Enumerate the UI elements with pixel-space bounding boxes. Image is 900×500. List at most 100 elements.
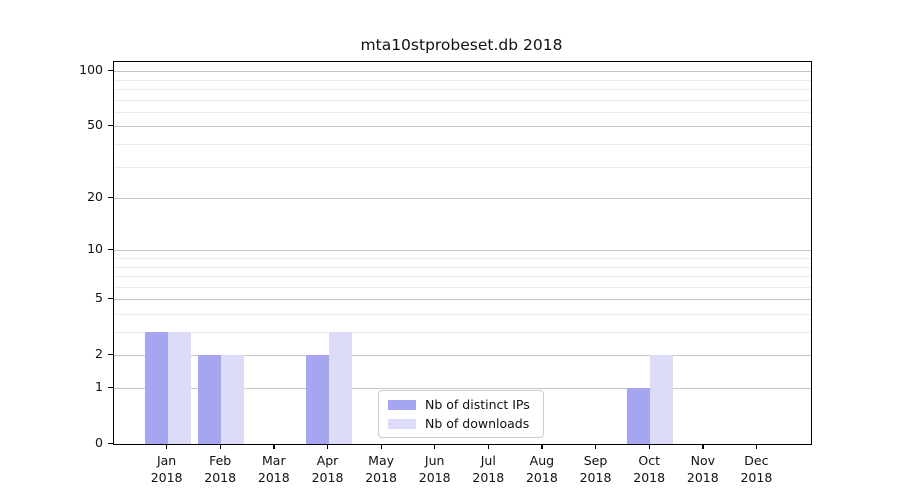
y-tick-mark: [108, 196, 113, 198]
legend-swatch-distinct-ips: [388, 399, 416, 410]
x-tick-month: Oct: [638, 453, 660, 468]
x-tick-year: 2018: [579, 470, 612, 485]
minor-gridline: [114, 313, 811, 315]
x-tick-label: Feb 2018: [188, 452, 252, 486]
y-tick-label: 100: [79, 62, 103, 78]
x-tick-month: Mar: [262, 453, 286, 468]
y-tick-label: 50: [87, 117, 103, 133]
minor-gridline: [114, 257, 811, 259]
minor-gridline: [114, 111, 811, 113]
x-tick-year: 2018: [472, 470, 505, 485]
x-tick-month: Jul: [480, 453, 496, 468]
major-gridline: [114, 355, 811, 357]
x-tick-year: 2018: [740, 470, 773, 485]
bar-downloads-feb: [221, 355, 245, 444]
legend-entry-downloads: Nb of downloads: [388, 416, 535, 431]
x-tick-label: Nov 2018: [671, 452, 735, 486]
bar-distinct-ips-apr: [305, 355, 329, 444]
x-tick-label: May 2018: [349, 452, 413, 486]
y-tick-mark: [108, 353, 113, 355]
y-tick-label: 0: [95, 435, 103, 450]
x-tick-month: Dec: [744, 453, 769, 468]
x-tick-month: Jan: [156, 453, 177, 468]
x-tick-label: Aug 2018: [510, 452, 574, 486]
y-tick-label: 1: [95, 379, 103, 394]
x-tick-label: Mar 2018: [242, 452, 306, 486]
x-tick-year: 2018: [204, 470, 237, 485]
x-tick-label: Apr 2018: [296, 452, 360, 486]
x-tick-year: 2018: [311, 470, 344, 485]
major-gridline: [114, 299, 811, 301]
x-tick-mark: [595, 444, 597, 450]
major-gridline: [114, 71, 811, 73]
x-tick-mark: [219, 444, 221, 450]
major-gridline: [114, 250, 811, 252]
x-tick-label: Dec 2018: [724, 452, 788, 486]
y-tick-mark: [108, 69, 113, 71]
x-tick-mark: [702, 444, 704, 450]
x-tick-label: Sep 2018: [564, 452, 628, 486]
bar-downloads-oct: [650, 355, 674, 444]
y-tick-label: 2: [95, 346, 103, 362]
y-tick-mark: [108, 386, 113, 388]
x-tick-mark: [755, 444, 758, 450]
x-tick-label: Jan 2018: [135, 452, 199, 486]
major-gridline: [114, 388, 811, 389]
x-tick-year: 2018: [686, 470, 719, 485]
x-tick-month: Jun: [424, 453, 445, 468]
minor-gridline: [114, 99, 811, 101]
y-tick-mark: [108, 124, 113, 127]
bar-distinct-ips-feb: [198, 355, 222, 444]
x-tick-month: Aug: [529, 453, 555, 468]
x-tick-year: 2018: [633, 470, 666, 485]
x-tick-year: 2018: [257, 470, 290, 485]
minor-gridline: [114, 88, 811, 90]
x-tick-mark: [434, 444, 436, 450]
x-tick-month: Nov: [690, 453, 715, 468]
x-tick-label: Jun 2018: [403, 452, 467, 486]
x-tick-month: May: [368, 453, 395, 468]
major-gridline: [114, 126, 811, 128]
legend-entry-distinct-ips: Nb of distinct IPs: [388, 397, 535, 412]
x-tick-mark: [541, 444, 543, 450]
x-tick-label: Jul 2018: [456, 452, 520, 486]
x-tick-mark: [648, 444, 650, 450]
x-tick-mark: [487, 444, 490, 450]
minor-gridline: [114, 286, 811, 288]
minor-gridline: [114, 266, 811, 268]
y-tick-label: 5: [95, 290, 103, 306]
minor-gridline: [114, 332, 811, 333]
x-tick-label: Oct 2018: [617, 452, 681, 486]
bar-distinct-ips-jan: [144, 332, 168, 444]
x-tick-month: Sep: [583, 453, 608, 468]
bar-downloads-jan: [167, 332, 191, 444]
minor-gridline: [114, 166, 811, 168]
x-tick-mark: [327, 444, 329, 450]
chart-title: mta10stprobeset.db 2018: [360, 36, 563, 54]
minor-gridline: [114, 276, 811, 277]
x-tick-month: Feb: [209, 453, 232, 468]
y-tick-mark: [108, 297, 113, 299]
x-tick-year: 2018: [365, 470, 397, 485]
minor-gridline: [114, 79, 811, 81]
legend: Nb of distinct IPs Nb of downloads: [378, 390, 544, 438]
y-tick-mark: [108, 248, 113, 250]
legend-label-distinct-ips: Nb of distinct IPs: [425, 397, 530, 412]
plot-area: [113, 61, 812, 445]
x-tick-year: 2018: [525, 470, 558, 485]
x-tick-mark: [273, 444, 275, 450]
major-gridline: [114, 198, 811, 199]
legend-swatch-downloads: [388, 418, 416, 429]
x-tick-year: 2018: [418, 470, 451, 485]
y-tick-mark: [108, 442, 113, 444]
x-tick-month: Apr: [316, 453, 339, 468]
bar-downloads-apr: [328, 332, 352, 444]
legend-label-downloads: Nb of downloads: [425, 416, 530, 431]
x-tick-year: 2018: [150, 470, 183, 485]
minor-gridline: [114, 143, 811, 145]
x-tick-mark: [380, 444, 382, 450]
y-tick-label: 10: [87, 241, 103, 257]
x-tick-mark: [166, 444, 168, 450]
bar-distinct-ips-oct: [627, 388, 651, 444]
